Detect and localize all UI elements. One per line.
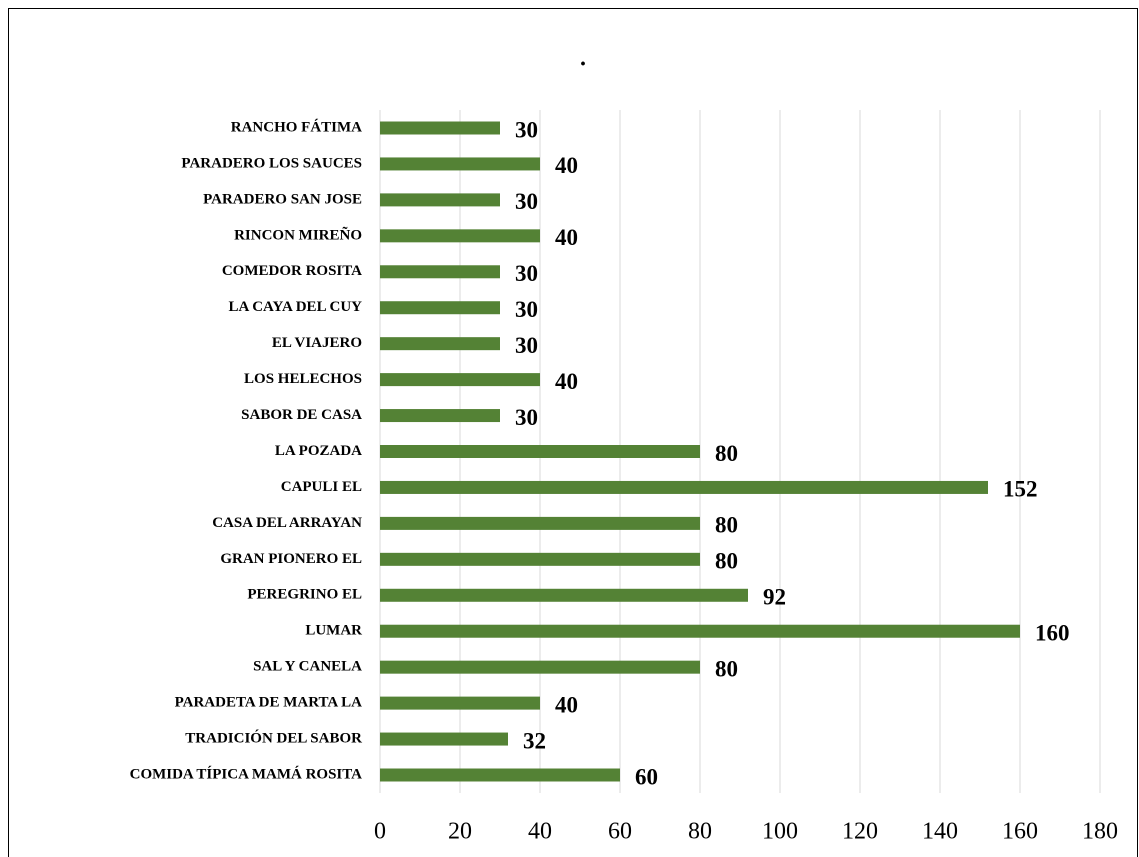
data-label: 30 <box>515 333 538 358</box>
data-label: 30 <box>515 405 538 430</box>
y-tick-label: RANCHO FÁTIMA <box>231 118 362 135</box>
bar <box>380 516 700 530</box>
data-label: 80 <box>715 441 738 466</box>
bar <box>380 445 700 458</box>
data-label: 152 <box>1003 477 1038 502</box>
y-tick-label: PARADERO SAN JOSE <box>203 191 362 207</box>
data-label: 40 <box>555 692 578 717</box>
data-label: 30 <box>515 189 538 214</box>
y-tick-label: LA CAYA DEL CUY <box>228 299 362 315</box>
bar <box>380 660 700 674</box>
bar <box>380 588 748 602</box>
bar <box>380 121 500 135</box>
bar <box>380 409 500 423</box>
bar <box>380 157 540 171</box>
data-label: 40 <box>555 225 578 250</box>
bar <box>380 301 500 315</box>
x-tick-label: 80 <box>688 819 712 845</box>
x-tick-label: 160 <box>1002 819 1038 845</box>
data-label: 160 <box>1035 621 1070 646</box>
data-label: 30 <box>515 117 538 142</box>
y-tick-label: COMIDA TÍPICA MAMÁ ROSITA <box>130 765 363 782</box>
y-tick-label: PARADETA DE MARTA LA <box>175 695 363 711</box>
bar <box>380 373 540 387</box>
data-label: 30 <box>515 261 538 286</box>
y-tick-label: PARADERO LOS SAUCES <box>181 155 362 171</box>
x-tick-label: 40 <box>528 819 552 845</box>
x-tick-label: 60 <box>608 819 632 845</box>
x-tick-label: 120 <box>842 819 878 845</box>
data-label: 80 <box>715 549 738 574</box>
y-tick-label: TRADICIÓN DEL SABOR <box>185 729 362 746</box>
y-tick-label: RINCON MIREÑO <box>234 225 362 243</box>
x-tick-label: 20 <box>448 819 472 845</box>
x-tick-label: 0 <box>374 819 386 845</box>
bar <box>380 480 988 494</box>
data-label: 30 <box>515 297 538 322</box>
data-label: 32 <box>523 728 546 753</box>
bar <box>380 337 500 351</box>
x-tick-label: 100 <box>762 819 798 845</box>
y-tick-label: CASA DEL ARRAYAN <box>212 515 362 531</box>
data-label: 92 <box>763 585 786 610</box>
bar <box>380 265 500 279</box>
data-label: 60 <box>635 764 658 789</box>
y-tick-label: LOS HELECHOS <box>244 371 362 387</box>
bar <box>380 696 540 710</box>
data-label: 40 <box>555 153 578 178</box>
bar <box>380 229 540 243</box>
data-label: 80 <box>715 656 738 681</box>
y-tick-label: SABOR DE CASA <box>241 407 362 423</box>
x-tick-label: 180 <box>1082 819 1118 845</box>
bar <box>380 552 700 566</box>
x-tick-label: 140 <box>922 819 958 845</box>
y-tick-label: CAPULI EL <box>281 479 362 495</box>
y-tick-label: SAL Y CANELA <box>253 659 362 675</box>
y-tick-label: GRAN PIONERO EL <box>220 551 362 567</box>
data-label: 80 <box>715 513 738 538</box>
chart-border <box>8 8 1138 857</box>
bar <box>380 624 1020 638</box>
y-tick-label: LA POZADA <box>275 443 362 459</box>
data-label: 40 <box>555 369 578 394</box>
bar <box>380 768 620 782</box>
chart-title: . <box>580 46 586 72</box>
y-tick-label: LUMAR <box>305 623 362 639</box>
y-tick-label: PEREGRINO EL <box>247 587 362 603</box>
y-tick-label: EL VIAJERO <box>272 335 362 351</box>
bar <box>380 193 500 207</box>
bar <box>380 732 508 746</box>
y-tick-label: COMEDOR ROSITA <box>222 263 362 279</box>
